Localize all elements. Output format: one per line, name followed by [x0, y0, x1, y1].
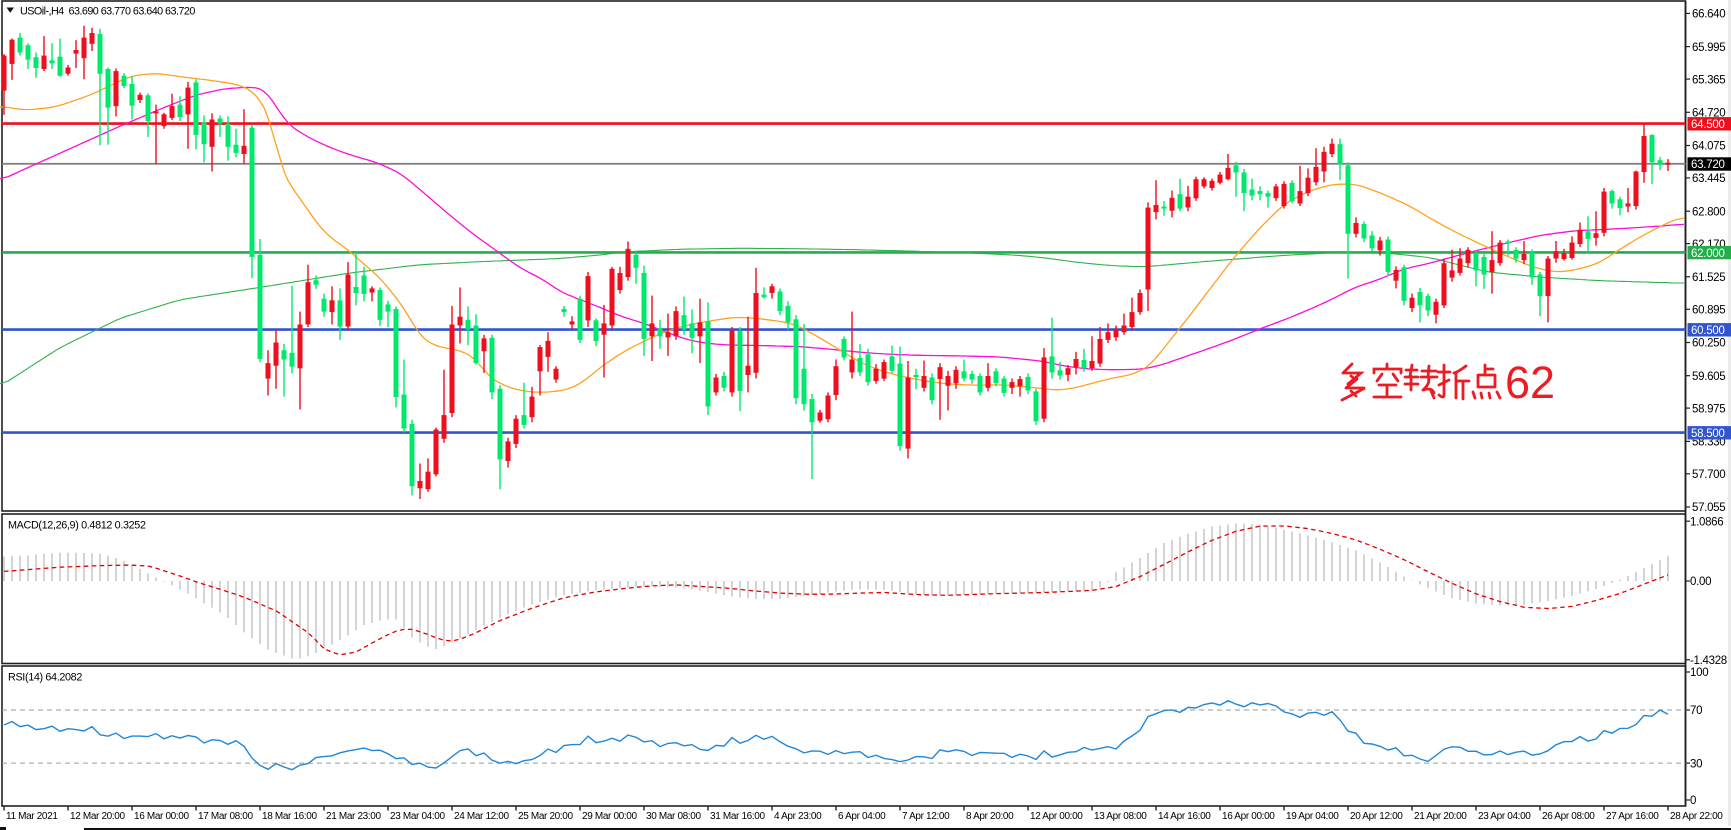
svg-text:30 Mar 08:00: 30 Mar 08:00	[646, 811, 702, 822]
svg-text:18 Mar 16:00: 18 Mar 16:00	[262, 811, 318, 822]
svg-text:60.895: 60.895	[1692, 305, 1725, 317]
svg-text:65.995: 65.995	[1692, 42, 1725, 54]
svg-text:8 Apr 20:00: 8 Apr 20:00	[966, 811, 1014, 822]
svg-text:57.055: 57.055	[1692, 502, 1725, 514]
svg-text:16 Apr 00:00: 16 Apr 00:00	[1222, 811, 1275, 822]
svg-text:61.525: 61.525	[1692, 272, 1725, 284]
svg-text:60.500: 60.500	[1691, 325, 1725, 337]
svg-text:13 Apr 08:00: 13 Apr 08:00	[1094, 811, 1147, 822]
svg-text:59.605: 59.605	[1692, 371, 1725, 383]
svg-text:30: 30	[1690, 758, 1702, 770]
svg-text:26 Apr 08:00: 26 Apr 08:00	[1542, 811, 1595, 822]
svg-text:1.0866: 1.0866	[1690, 516, 1723, 528]
svg-text:0.00: 0.00	[1690, 576, 1711, 588]
svg-text:60.250: 60.250	[1692, 338, 1725, 350]
svg-text:58.500: 58.500	[1691, 428, 1725, 440]
svg-text:31 Mar 16:00: 31 Mar 16:00	[710, 811, 766, 822]
svg-text:MACD(12,26,9) 0.4812 0.3252: MACD(12,26,9) 0.4812 0.3252	[8, 520, 146, 532]
svg-text:USOil-,H4 63.690 63.770 63.64: USOil-,H4 63.690 63.770 63.640 63.720	[20, 6, 195, 18]
svg-text:27 Apr 16:00: 27 Apr 16:00	[1606, 811, 1659, 822]
svg-text:7 Apr 12:00: 7 Apr 12:00	[902, 811, 950, 822]
svg-text:58.330: 58.330	[1692, 437, 1725, 449]
svg-text:63.445: 63.445	[1692, 173, 1725, 185]
svg-text:64.500: 64.500	[1691, 119, 1725, 131]
svg-text:100: 100	[1690, 667, 1708, 679]
svg-text:16 Mar 00:00: 16 Mar 00:00	[134, 811, 190, 822]
svg-text:-1.4328: -1.4328	[1690, 655, 1727, 667]
svg-text:4 Apr 23:00: 4 Apr 23:00	[774, 811, 822, 822]
svg-text:66.640: 66.640	[1692, 9, 1725, 21]
svg-text:21 Mar 23:00: 21 Mar 23:00	[326, 811, 382, 822]
svg-text:28 Apr 22:00: 28 Apr 22:00	[1670, 811, 1723, 822]
svg-text:25 Mar 20:00: 25 Mar 20:00	[518, 811, 574, 822]
svg-text:23 Mar 04:00: 23 Mar 04:00	[390, 811, 446, 822]
svg-text:6 Apr 04:00: 6 Apr 04:00	[838, 811, 886, 822]
svg-text:64.720: 64.720	[1692, 108, 1725, 120]
svg-text:24 Mar 12:00: 24 Mar 12:00	[454, 811, 510, 822]
svg-text:14 Apr 16:00: 14 Apr 16:00	[1158, 811, 1211, 822]
svg-text:RSI(14) 64.2082: RSI(14) 64.2082	[8, 672, 82, 684]
svg-text:63.720: 63.720	[1691, 159, 1725, 171]
svg-text:65.365: 65.365	[1692, 74, 1725, 86]
svg-text:29 Mar 00:00: 29 Mar 00:00	[582, 811, 638, 822]
svg-text:70: 70	[1690, 705, 1702, 717]
svg-text:62.800: 62.800	[1692, 206, 1725, 218]
svg-text:11 Mar 2021: 11 Mar 2021	[6, 811, 58, 822]
svg-text:62: 62	[1505, 357, 1555, 408]
svg-text:57.700: 57.700	[1692, 469, 1725, 481]
svg-text:58.975: 58.975	[1692, 403, 1725, 415]
svg-text:62.000: 62.000	[1691, 248, 1725, 260]
svg-text:64.075: 64.075	[1692, 141, 1725, 153]
svg-text:21 Apr 20:00: 21 Apr 20:00	[1414, 811, 1467, 822]
svg-text:23 Apr 04:00: 23 Apr 04:00	[1478, 811, 1531, 822]
svg-text:17 Mar 08:00: 17 Mar 08:00	[198, 811, 254, 822]
svg-text:20 Apr 12:00: 20 Apr 12:00	[1350, 811, 1403, 822]
svg-text:0: 0	[1690, 795, 1696, 807]
svg-text:12 Apr 00:00: 12 Apr 00:00	[1030, 811, 1083, 822]
svg-text:19 Apr 04:00: 19 Apr 04:00	[1286, 811, 1339, 822]
svg-text:12 Mar 20:00: 12 Mar 20:00	[70, 811, 126, 822]
